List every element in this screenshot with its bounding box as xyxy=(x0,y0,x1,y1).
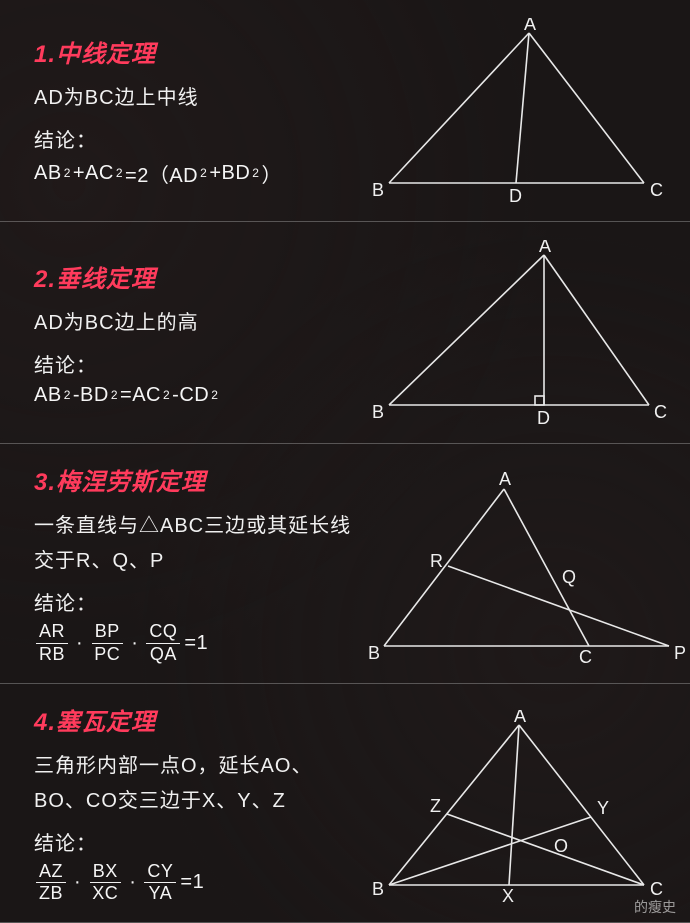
fraction: CYYA xyxy=(144,862,176,905)
triangle-menelaus-diagram: A B C P R Q xyxy=(354,471,690,671)
triangle-median-diagram: A B C D xyxy=(354,18,684,213)
svg-text:A: A xyxy=(499,471,511,489)
theorem-description: 三角形内部一点O，延长AO、BO、CO交三边于X、Y、Z xyxy=(34,749,354,819)
svg-text:B: B xyxy=(372,879,384,899)
svg-text:X: X xyxy=(502,886,514,906)
theorem-section-2: 2.垂线定理 AD为BC边上的高 结论： AB2-BD2=AC2-CD2 A B C… xyxy=(0,222,690,444)
diagram-column: A B C D xyxy=(354,18,690,203)
svg-text:A: A xyxy=(524,18,536,34)
conclusion-label: 结论： xyxy=(34,124,354,153)
dot-icon: · xyxy=(129,871,136,894)
theorem-formula: AB2-BD2=AC2-CD2 xyxy=(34,384,354,407)
dot-icon: · xyxy=(76,632,83,655)
conclusion-label: 结论： xyxy=(34,827,354,856)
dot-icon: · xyxy=(131,632,138,655)
theorem-formula: ARRB · BPPC · CQQA =1 xyxy=(34,622,354,665)
theorem-description: AD为BC边上中线 xyxy=(34,81,354,116)
svg-text:A: A xyxy=(514,710,526,726)
svg-text:D: D xyxy=(537,408,550,428)
svg-text:P: P xyxy=(674,643,686,663)
svg-text:R: R xyxy=(430,551,443,571)
fraction: ARRB xyxy=(36,622,68,665)
theorem-description: 一条直线与△ABC三边或其延长线交于R、Q、P xyxy=(34,509,354,579)
svg-text:C: C xyxy=(579,647,592,667)
theorem-formula: AZZB · BXXC · CYYA =1 xyxy=(34,862,354,905)
svg-text:A: A xyxy=(539,240,551,256)
text-column: 4.塞瓦定理 三角形内部一点O，延长AO、BO、CO交三边于X、Y、Z 结论： … xyxy=(34,702,354,905)
fraction: BXXC xyxy=(89,862,121,905)
svg-text:Q: Q xyxy=(562,567,576,587)
diagram-column: ABCOXYZ xyxy=(354,710,690,895)
fraction: CQQA xyxy=(146,622,180,665)
theorem-title: 4.塞瓦定理 xyxy=(34,702,354,737)
theorem-title: 1.中线定理 xyxy=(34,34,354,69)
svg-text:Z: Z xyxy=(430,796,441,816)
theorem-section-1: 1.中线定理 AD为BC边上中线 结论： AB2+AC2=2（AD2+BD2） … xyxy=(0,0,690,222)
svg-text:B: B xyxy=(372,180,384,200)
svg-text:B: B xyxy=(372,402,384,422)
svg-text:B: B xyxy=(368,643,380,663)
theorem-description: AD为BC边上的高 xyxy=(34,306,354,341)
dot-icon: · xyxy=(74,871,81,894)
fraction: BPPC xyxy=(91,622,123,665)
triangle-ceva-diagram: ABCOXYZ xyxy=(354,710,684,910)
text-column: 1.中线定理 AD为BC边上中线 结论： AB2+AC2=2（AD2+BD2） xyxy=(34,34,354,188)
svg-text:Y: Y xyxy=(597,798,609,818)
conclusion-label: 结论： xyxy=(34,587,354,616)
svg-text:D: D xyxy=(509,186,522,206)
theorem-formula: AB2+AC2=2（AD2+BD2） xyxy=(34,159,354,188)
theorem-title: 2.垂线定理 xyxy=(34,259,354,294)
theorem-section-3: 3.梅涅劳斯定理 一条直线与△ABC三边或其延长线交于R、Q、P 结论： ARR… xyxy=(0,444,690,684)
svg-text:O: O xyxy=(554,836,568,856)
text-column: 3.梅涅劳斯定理 一条直线与△ABC三边或其延长线交于R、Q、P 结论： ARR… xyxy=(34,462,354,665)
watermark-text: 的瘦史 xyxy=(634,897,676,917)
fraction: AZZB xyxy=(36,862,66,905)
svg-text:C: C xyxy=(654,402,667,422)
conclusion-label: 结论： xyxy=(34,349,354,378)
diagram-column: ABCPRQ xyxy=(354,471,690,656)
text-column: 2.垂线定理 AD为BC边上的高 结论： AB2-BD2=AC2-CD2 xyxy=(34,259,354,407)
theorem-section-4: 4.塞瓦定理 三角形内部一点O，延长AO、BO、CO交三边于X、Y、Z 结论： … xyxy=(0,684,690,923)
theorem-title: 3.梅涅劳斯定理 xyxy=(34,462,354,497)
svg-text:C: C xyxy=(650,180,663,200)
diagram-column: A B C D xyxy=(354,240,690,425)
triangle-altitude-diagram: A B C D xyxy=(354,240,684,435)
